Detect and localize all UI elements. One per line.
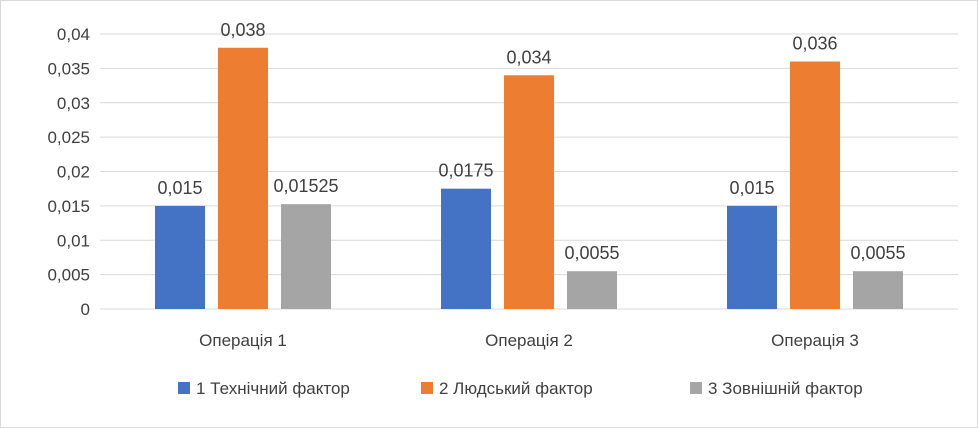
bar — [218, 47, 268, 309]
data-label: 0,015 — [157, 178, 202, 198]
bar — [727, 205, 777, 309]
y-tick-label: 0,02 — [57, 163, 90, 182]
y-tick-label: 0,01 — [57, 231, 90, 250]
legend-swatch — [421, 382, 433, 394]
y-tick-label: 0 — [81, 300, 90, 319]
x-tick-label: Операція 1 — [199, 331, 287, 350]
y-tick-label: 0,005 — [47, 266, 90, 285]
y-tick-label: 0,035 — [47, 59, 90, 78]
legend-label: 3 Зовнішній фактор — [708, 379, 863, 398]
data-label: 0,015 — [729, 178, 774, 198]
bar — [567, 271, 617, 309]
bars — [155, 47, 903, 309]
legend-label: 1 Технічний фактор — [196, 379, 350, 398]
data-label: 0,034 — [506, 47, 551, 67]
data-label: 0,038 — [220, 20, 265, 40]
data-label: 0,036 — [792, 34, 837, 54]
y-axis-ticks: 0 0,005 0,01 0,015 0,02 0,025 0,03 0,035 0,04 — [47, 25, 90, 319]
data-label: 0,0175 — [438, 161, 493, 181]
y-tick-label: 0,04 — [57, 25, 90, 44]
x-tick-label: Операція 2 — [485, 331, 573, 350]
x-tick-label: Операція 3 — [771, 331, 859, 350]
x-axis-ticks: Операція 1 Операція 2 Операція 3 — [199, 331, 859, 350]
legend-label: 2 Людський фактор — [439, 379, 593, 398]
bar — [790, 61, 840, 309]
legend-swatch — [178, 382, 190, 394]
y-tick-label: 0,025 — [47, 128, 90, 147]
bar — [155, 205, 205, 309]
data-label: 0,0055 — [564, 243, 619, 263]
y-tick-label: 0,03 — [57, 94, 90, 113]
legend-swatch — [690, 382, 702, 394]
bar — [441, 188, 491, 309]
bar — [504, 75, 554, 309]
data-label: 0,01525 — [273, 176, 338, 196]
data-label: 0,0055 — [850, 243, 905, 263]
bar — [853, 271, 903, 309]
y-tick-label: 0,015 — [47, 197, 90, 216]
legend: 1 Технічний фактор 2 Людський фактор 3 Зов… — [178, 379, 863, 398]
data-labels: 0,015 0,038 0,01525 0,0175 0,034 0,0055 0,015 0… — [157, 20, 905, 263]
bar — [281, 204, 331, 309]
